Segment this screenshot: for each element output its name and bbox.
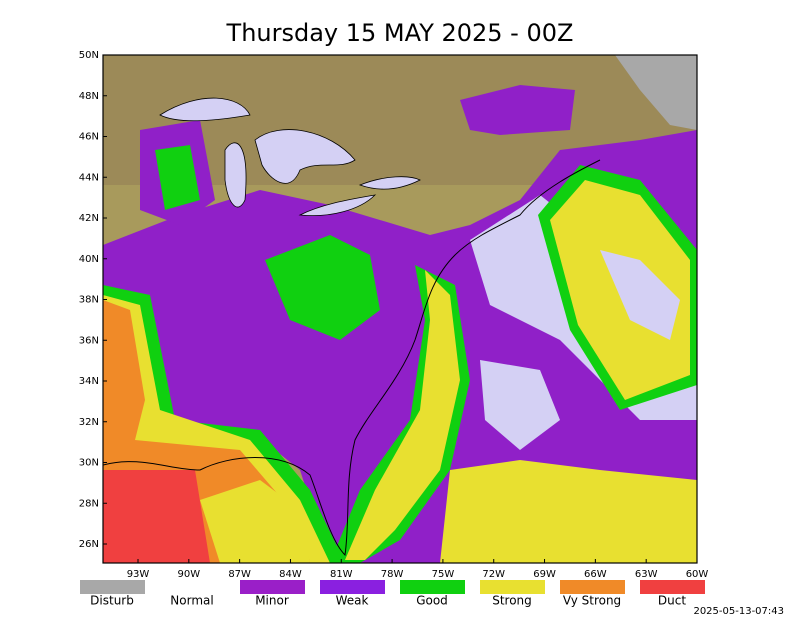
disturb-zone: [615, 55, 697, 130]
lat-label: 40N: [79, 254, 99, 265]
weak-zone: [460, 85, 575, 135]
lat-label: 30N: [79, 458, 99, 469]
legend-swatch: [400, 580, 465, 594]
legend-swatch: [480, 580, 545, 594]
lon-label: 66W: [584, 569, 607, 580]
lat-label: 50N: [79, 50, 99, 61]
strong-zone: [345, 270, 460, 560]
good-zone: [265, 235, 380, 340]
lon-label: 69W: [533, 569, 556, 580]
lat-label: 36N: [79, 335, 99, 346]
lon-label: 63W: [635, 569, 658, 580]
lon-label: 60W: [686, 569, 709, 580]
lat-label: 28N: [79, 498, 99, 509]
duct-zone: [103, 470, 210, 563]
timestamp: 2025-05-13-07:43: [693, 606, 784, 617]
legend-label: Weak: [336, 594, 369, 608]
lon-label: 78W: [381, 569, 404, 580]
lon-label: 75W: [432, 569, 455, 580]
normal-patch: [480, 360, 560, 450]
lon-label: 90W: [178, 569, 201, 580]
lon-label: 72W: [482, 569, 505, 580]
legend-swatch: [560, 580, 625, 594]
lat-label: 26N: [79, 539, 99, 550]
legend-label: Vy Strong: [563, 594, 621, 608]
map-frame: [102, 54, 698, 564]
lat-label: 44N: [79, 172, 99, 183]
lat-label: 34N: [79, 376, 99, 387]
lake: [224, 142, 247, 208]
lat-label: 46N: [79, 132, 99, 143]
good-zone: [155, 145, 200, 210]
legend-label: Disturb: [90, 594, 134, 608]
coastline: [103, 159, 601, 557]
legend-label: Good: [416, 594, 448, 608]
lon-label: 81W: [330, 569, 353, 580]
legend-swatch: [160, 580, 225, 594]
legend-label: Normal: [170, 594, 213, 608]
normal-patch: [600, 250, 680, 340]
lake: [159, 97, 251, 122]
lon-label: 93W: [127, 569, 150, 580]
legend-label: Strong: [492, 594, 532, 608]
legend-label: Minor: [255, 594, 289, 608]
lon-label: 84W: [279, 569, 302, 580]
map-area: [103, 55, 697, 563]
lake: [358, 176, 421, 190]
lon-label: 87W: [228, 569, 251, 580]
strong-zone: [440, 460, 697, 563]
legend-swatch: [320, 580, 385, 594]
legend-swatch: [240, 580, 305, 594]
lat-label: 32N: [79, 417, 99, 428]
legend-swatch: [640, 580, 705, 594]
strong-zone: [200, 480, 310, 563]
lat-label: 42N: [79, 213, 99, 224]
lake: [254, 129, 356, 184]
legend-swatch: [80, 580, 145, 594]
legend-label: Duct: [658, 594, 686, 608]
lake: [298, 194, 377, 216]
title: Thursday 15 MAY 2025 - 00Z: [226, 19, 574, 47]
lat-label: 38N: [79, 295, 99, 306]
lat-label: 48N: [79, 91, 99, 102]
